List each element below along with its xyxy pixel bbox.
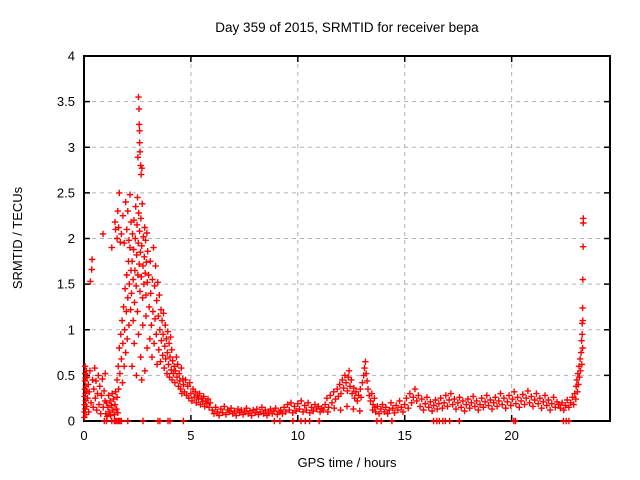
y-tick-label: 3 [68, 140, 75, 155]
plot-frame [83, 55, 611, 422]
chart-title: Day 359 of 2015, SRMTID for receiver bep… [215, 20, 479, 35]
y-tick-label: 0.5 [57, 368, 75, 383]
y-tick-label: 4 [68, 49, 75, 64]
plot-border [83, 55, 611, 422]
gridlines [84, 56, 610, 421]
x-tick-label: 15 [397, 428, 411, 443]
y-tick-label: 1.5 [57, 277, 75, 292]
data-points [81, 93, 587, 425]
x-tick-label: 20 [504, 428, 518, 443]
tick-marks [83, 55, 610, 422]
x-axis-label: GPS time / hours [298, 455, 397, 470]
x-tick-label: 5 [187, 428, 194, 443]
y-axis-label: SRMTID / TECUs [10, 186, 25, 289]
x-tick-label: 10 [291, 428, 305, 443]
y-tick-label: 2.5 [57, 185, 75, 200]
y-tick-label: 3.5 [57, 94, 75, 109]
y-tick-label: 0 [68, 414, 75, 429]
y-tick-label: 1 [68, 322, 75, 337]
y-tick-labels: 0 0.5 1 1.5 2 2.5 3 3.5 4 [57, 49, 75, 429]
y-tick-label: 2 [68, 231, 75, 246]
x-tick-label: 0 [80, 428, 87, 443]
scatter-points-path [81, 93, 587, 425]
x-tick-labels: 0 5 10 15 20 [80, 428, 518, 443]
